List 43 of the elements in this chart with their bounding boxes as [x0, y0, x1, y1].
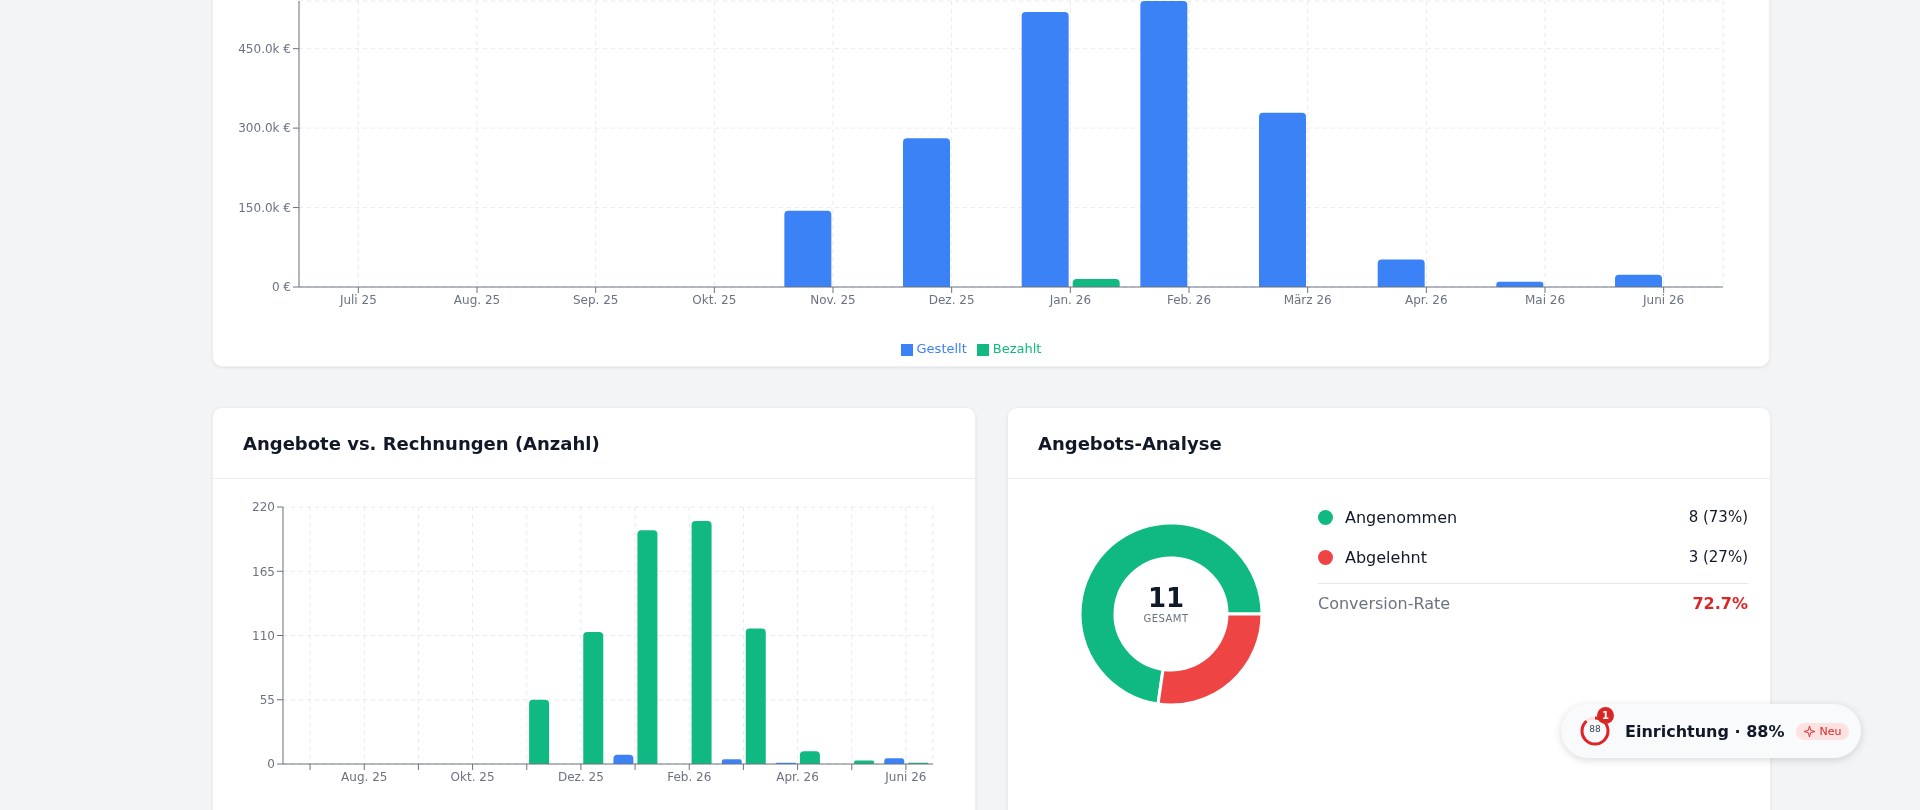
x-tick-label: Dez. 25: [558, 769, 604, 784]
x-tick-label: Sep. 25: [572, 292, 619, 307]
x-tick-label: Feb. 26: [667, 769, 712, 784]
legend-label: Bezahlt: [992, 341, 1042, 356]
y-tick-label: 165: [252, 564, 275, 579]
text: GESAMT: [1142, 613, 1190, 624]
x-tick-label: Juli 25: [338, 292, 377, 307]
x-tick-label: Juni 26: [1642, 292, 1685, 307]
x-tick-label: Jan. 26: [1048, 292, 1092, 307]
chart-title: Angebote vs. Rechnungen (Anzahl): [213, 408, 975, 479]
y-tick-label: 150.0k €: [238, 200, 291, 215]
x-tick-label: Mai 26: [1524, 292, 1566, 307]
x-tick-label: Dez. 25: [928, 292, 975, 307]
x-tick-label: Aug. 25: [453, 292, 501, 307]
x-tick-label: Apr. 26: [1405, 292, 1448, 307]
x-tick-label: März 26: [1283, 292, 1332, 307]
data-label: 3 (27%): [1688, 548, 1748, 566]
text: Neu: [1796, 722, 1850, 740]
text: 1: [1597, 707, 1614, 724]
legend-label: Gestellt: [916, 341, 967, 356]
text: Einrichtung · 88%: [1625, 721, 1785, 741]
y-tick-label: 0: [267, 757, 275, 772]
y-tick-label: 55: [259, 693, 275, 708]
data-label: 8 (73%): [1688, 508, 1748, 526]
text: 11: [1146, 583, 1186, 613]
x-tick-label: Okt. 25: [450, 769, 495, 784]
y-tick-label: 450.0k €: [238, 41, 291, 56]
y-tick-label: 110: [252, 628, 275, 643]
legend-label: Abgelehnt: [1345, 547, 1428, 567]
y-tick-label: 0 €: [271, 280, 291, 295]
x-tick-label: Aug. 25: [341, 769, 388, 784]
text: 88: [1588, 724, 1602, 734]
x-tick-label: Apr. 26: [776, 769, 819, 784]
y-tick-label: 300.0k €: [238, 121, 291, 136]
legend-label: Angenommen: [1345, 507, 1459, 527]
text: 72.7%: [1692, 594, 1748, 613]
text: Conversion-Rate: [1318, 594, 1452, 613]
x-tick-label: Nov. 25: [810, 292, 856, 307]
x-tick-label: Juni 26: [884, 769, 927, 784]
y-tick-label: 220: [252, 500, 275, 515]
x-tick-label: Okt. 25: [692, 292, 737, 307]
chart-title: Angebots-Analyse: [1008, 408, 1770, 479]
x-tick-label: Feb. 26: [1166, 292, 1212, 307]
